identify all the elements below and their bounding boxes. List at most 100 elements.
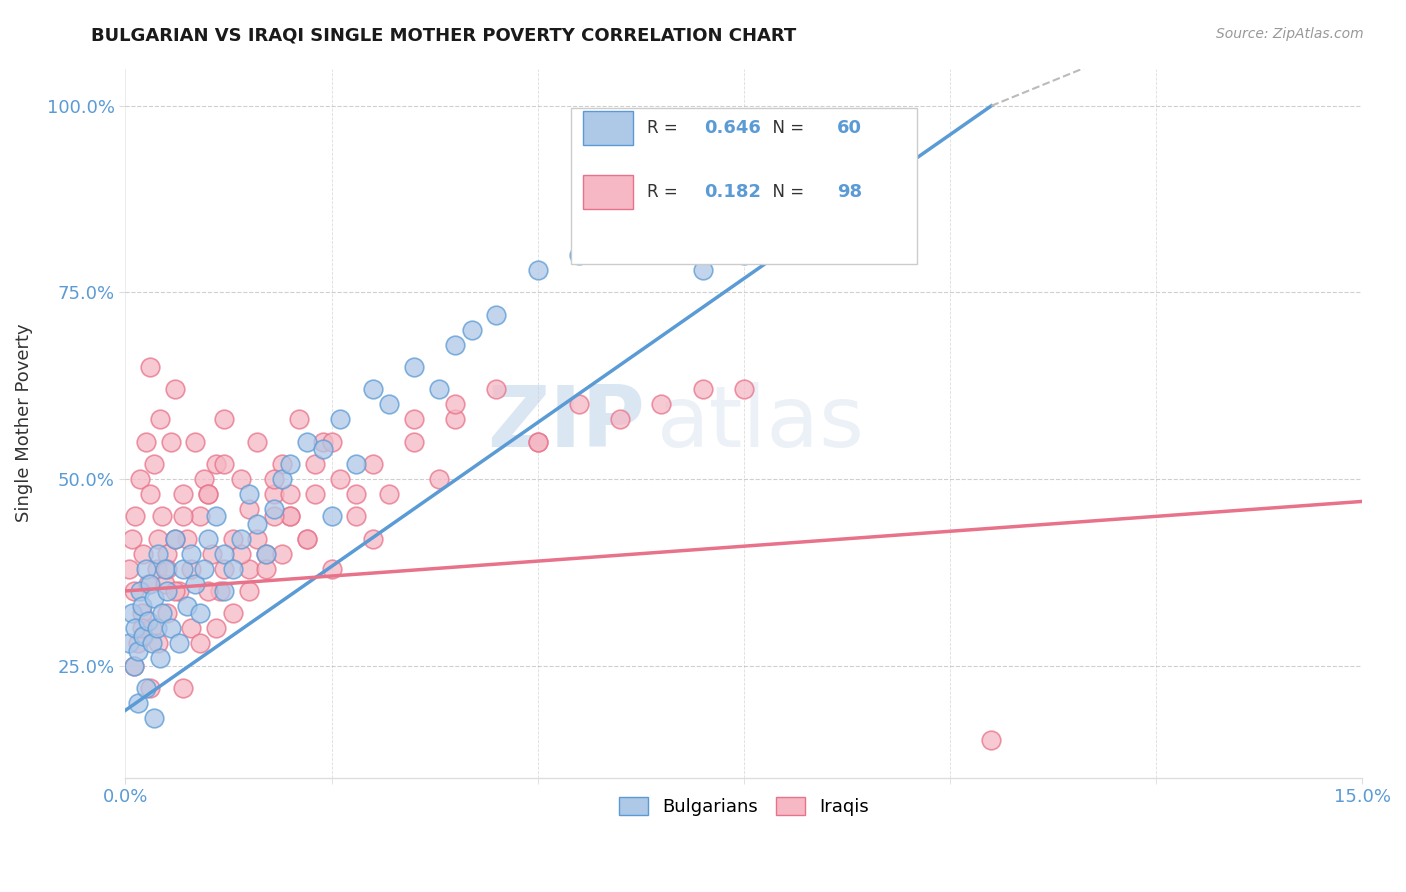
Legend: Bulgarians, Iraqis: Bulgarians, Iraqis [610,788,877,825]
Point [526,434,548,449]
Point [118,561,141,575]
Point [229,547,252,561]
Point [167,636,190,650]
Point [609,412,631,426]
Point [329,412,352,426]
Point [214,457,236,471]
FancyBboxPatch shape [571,108,917,263]
Point [295,532,318,546]
Point [139,576,162,591]
Point [238,561,260,575]
Point [271,472,294,486]
Point [149,651,172,665]
Point [254,547,277,561]
Point [135,681,157,695]
Point [444,337,467,351]
Text: BULGARIAN VS IRAQI SINGLE MOTHER POVERTY CORRELATION CHART: BULGARIAN VS IRAQI SINGLE MOTHER POVERTY… [91,27,797,45]
Point [214,412,236,426]
Point [197,487,219,501]
Point [135,561,157,575]
Point [148,636,170,650]
Point [278,509,301,524]
Point [254,547,277,561]
Point [159,621,181,635]
Point [609,211,631,225]
Point [153,576,176,591]
Point [238,584,260,599]
Point [148,547,170,561]
Point [344,487,367,501]
Point [122,658,145,673]
Point [295,532,318,546]
Point [444,412,467,426]
Point [201,547,224,561]
Point [402,360,425,375]
Point [263,509,285,524]
Point [135,434,157,449]
Point [139,360,162,375]
Point [163,383,186,397]
Point [378,487,401,501]
Point [180,621,202,635]
Point [733,383,755,397]
Point [344,509,367,524]
Point [214,584,236,599]
Point [321,561,343,575]
Text: Source: ZipAtlas.com: Source: ZipAtlas.com [1216,27,1364,41]
Point [172,509,194,524]
Point [193,561,215,575]
Point [127,636,149,650]
Point [197,532,219,546]
Point [402,434,425,449]
Point [143,457,166,471]
Point [148,532,170,546]
Point [188,636,211,650]
Point [131,621,153,635]
Point [163,584,186,599]
Point [278,457,301,471]
Point [172,487,194,501]
Point [263,487,285,501]
Text: 60: 60 [837,119,862,137]
Point [124,621,146,635]
Point [180,561,202,575]
Point [221,561,243,575]
Point [152,607,174,621]
Text: R =: R = [647,183,683,201]
Point [295,434,318,449]
Point [205,509,228,524]
Point [980,733,1002,747]
Point [155,561,177,575]
Point [172,681,194,695]
Point [180,547,202,561]
Point [278,509,301,524]
Point [163,532,186,546]
Point [526,434,548,449]
Point [304,487,326,501]
Point [733,248,755,262]
FancyBboxPatch shape [583,175,633,209]
Point [427,472,450,486]
Point [129,472,152,486]
Point [229,472,252,486]
Point [131,599,153,613]
Point [188,607,211,621]
Y-axis label: Single Mother Poverty: Single Mother Poverty [15,324,32,523]
Point [485,383,508,397]
Point [159,434,181,449]
Point [184,434,207,449]
Point [321,434,343,449]
Point [361,457,384,471]
FancyBboxPatch shape [583,112,633,145]
Point [139,681,162,695]
Point [145,621,167,635]
Point [131,607,153,621]
Point [132,629,155,643]
Point [361,383,384,397]
Point [246,516,269,531]
Point [402,412,425,426]
Point [427,383,450,397]
Point [461,323,484,337]
Point [163,532,186,546]
Point [197,487,219,501]
